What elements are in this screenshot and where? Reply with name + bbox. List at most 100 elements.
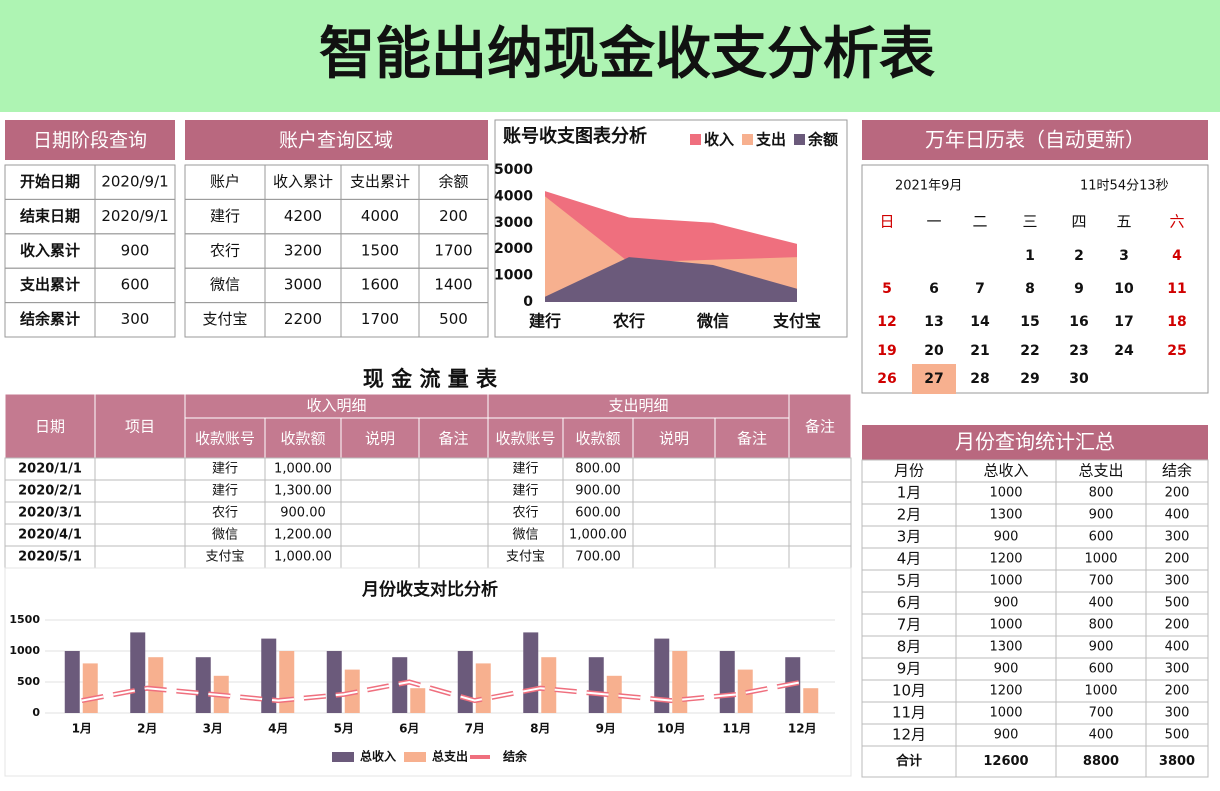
- cell-text: 300: [121, 310, 150, 328]
- legend-label: 总收入: [360, 749, 396, 764]
- calendar-day: 4: [1172, 248, 1182, 264]
- cell: [632, 501, 716, 525]
- calendar-day: 13: [924, 314, 943, 330]
- bar: [130, 632, 146, 713]
- calendar-day: 9: [1074, 281, 1084, 297]
- cell-text: 2020/9/1: [101, 207, 168, 225]
- cell-text: 建行: [212, 484, 238, 499]
- calendar-day: 16: [1069, 314, 1088, 330]
- cell-text: 余额: [438, 173, 468, 191]
- panel-header: [5, 120, 175, 160]
- cell-text: 1000: [989, 706, 1022, 721]
- cell-text: 700: [1089, 706, 1114, 721]
- cell-text: 1000: [989, 574, 1022, 589]
- cell: [788, 501, 852, 525]
- cell-text: 12600: [983, 754, 1028, 769]
- legend-swatch: [742, 134, 753, 145]
- weekday: 六: [1169, 213, 1184, 231]
- cell-text: 900: [1089, 508, 1114, 523]
- cell-text: 3200: [284, 241, 322, 259]
- cell: [340, 479, 420, 503]
- cell: [714, 545, 790, 569]
- cell-text: 500: [439, 310, 468, 328]
- cell-text: 建行: [212, 462, 238, 477]
- cell-text: 1,200.00: [274, 528, 332, 543]
- cell: [632, 545, 716, 569]
- bar: [654, 638, 670, 713]
- cell: [788, 545, 852, 569]
- cell-text: 1200: [989, 684, 1022, 699]
- cell-text: 900: [1089, 640, 1114, 655]
- weekday: 三: [1022, 213, 1037, 231]
- legend-label: 总支出: [432, 749, 468, 764]
- cell-text: 300: [1165, 706, 1190, 721]
- cell-text: 400: [1165, 640, 1190, 655]
- today-highlight: [912, 364, 956, 394]
- cell-text: 2020/4/1: [18, 528, 82, 543]
- x-tick-label: 7月: [465, 722, 485, 736]
- bar: [195, 657, 211, 713]
- bar: [803, 688, 819, 713]
- line-core: [81, 680, 803, 702]
- panel-title: 账户查询区域: [279, 130, 393, 152]
- cell: [340, 523, 420, 547]
- bar: [148, 657, 164, 713]
- calendar-day: 6: [929, 281, 939, 297]
- chart-title: 月份收支对比分析: [361, 579, 498, 600]
- cell-text: 4月: [897, 550, 922, 568]
- cell-text: 200: [1165, 486, 1190, 501]
- cell-text: 300: [1165, 662, 1190, 677]
- cell-text: 5月: [897, 572, 922, 590]
- x-tick-label: 4月: [268, 722, 288, 736]
- weekday: 日: [879, 213, 894, 231]
- calendar-day: 22: [1020, 343, 1039, 359]
- header-text: 说明: [365, 430, 395, 448]
- weekday: 二: [972, 213, 987, 231]
- cell-text: 300: [1165, 574, 1190, 589]
- cell-text: 600: [1089, 530, 1114, 545]
- cell-text: 收入累计: [20, 241, 80, 259]
- cell-text: 3800: [1159, 754, 1195, 769]
- y-tick-label: 0: [32, 706, 40, 719]
- cell: [340, 501, 420, 525]
- cell: [418, 479, 489, 503]
- cell-text: 1400: [434, 276, 472, 294]
- x-tick-label: 8月: [530, 722, 550, 736]
- x-tick-label: 支付宝: [772, 312, 821, 331]
- cell: [94, 523, 186, 547]
- calendar-day: 3: [1119, 248, 1129, 264]
- calendar-time: 11时54分13秒: [1080, 179, 1169, 194]
- legend-label: 结余: [503, 749, 528, 764]
- cell: [788, 457, 852, 481]
- cell-text: 微信: [512, 528, 538, 543]
- cell-text: 农行: [512, 506, 538, 521]
- cell-text: 结余累计: [20, 310, 80, 328]
- cell-text: 1200: [989, 552, 1022, 567]
- calendar-day: 28: [970, 371, 989, 387]
- cell-text: 建行: [210, 207, 240, 225]
- x-tick-label: 3月: [203, 722, 223, 736]
- cell-text: 1,000.00: [569, 528, 627, 543]
- calendar-day: 14: [970, 314, 990, 330]
- cell-text: 900: [994, 728, 1019, 743]
- cell-text: 200: [1165, 618, 1190, 633]
- cell-text: 1700: [434, 241, 472, 259]
- bar: [410, 688, 426, 713]
- calendar-day: 15: [1020, 314, 1039, 330]
- calendar-day: 5: [882, 281, 892, 297]
- calendar-day: 30: [1069, 371, 1089, 387]
- cell-text: 900: [994, 530, 1019, 545]
- cell-text: 600.00: [575, 506, 621, 521]
- bar: [261, 638, 277, 713]
- chart-title: 账号收支图表分析: [503, 125, 647, 147]
- header-text: 日期: [35, 418, 65, 436]
- x-tick-label: 5月: [334, 722, 354, 736]
- cell: [714, 479, 790, 503]
- cell-text: 总收入: [983, 462, 1028, 480]
- calendar-day: 17: [1114, 314, 1133, 330]
- y-tick-label: 5000: [494, 162, 533, 178]
- cell-text: 总支出: [1078, 462, 1123, 480]
- cell-text: 1000: [1084, 684, 1117, 699]
- y-tick-label: 500: [17, 675, 40, 688]
